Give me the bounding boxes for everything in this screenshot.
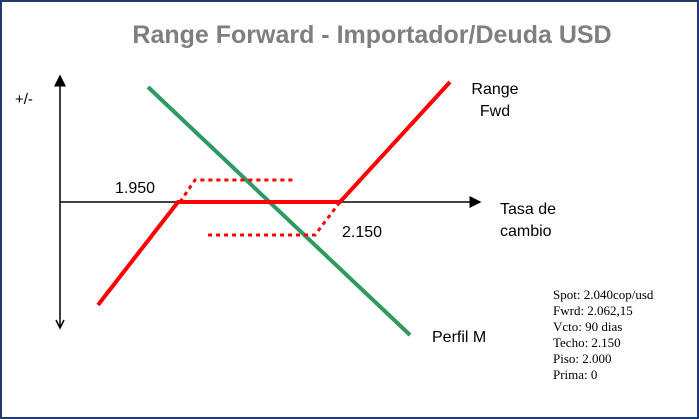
x-axis-label: cambio xyxy=(500,223,552,240)
info-line: Prima: 0 xyxy=(553,367,597,382)
profile-line xyxy=(146,85,412,337)
y-axis-label: +/- xyxy=(15,91,33,108)
info-line: Vcto: 90 dias xyxy=(553,319,622,334)
info-line: Spot: 2.040cop/usd xyxy=(553,287,654,302)
info-line: Techo: 2.150 xyxy=(553,335,621,350)
dotted-lower xyxy=(208,201,342,237)
dotted-upper xyxy=(178,178,295,203)
x-axis-label: Tasa de xyxy=(500,201,556,218)
title: Range Forward - Importador/Deuda USD xyxy=(132,21,611,49)
profile-label: Perfil M xyxy=(432,329,486,346)
y-axis-arrow-bottom xyxy=(55,319,65,330)
strike-low: 1.950 xyxy=(115,180,155,197)
info-line: Fwrd: 2.062,15 xyxy=(553,303,633,318)
info-line: Piso: 2.000 xyxy=(553,351,612,366)
strike-high: 2.150 xyxy=(342,224,382,241)
range-fwd-label: Range xyxy=(471,81,518,98)
range-fwd-label: Fwd xyxy=(480,103,510,120)
range-fwd-line xyxy=(96,80,452,307)
